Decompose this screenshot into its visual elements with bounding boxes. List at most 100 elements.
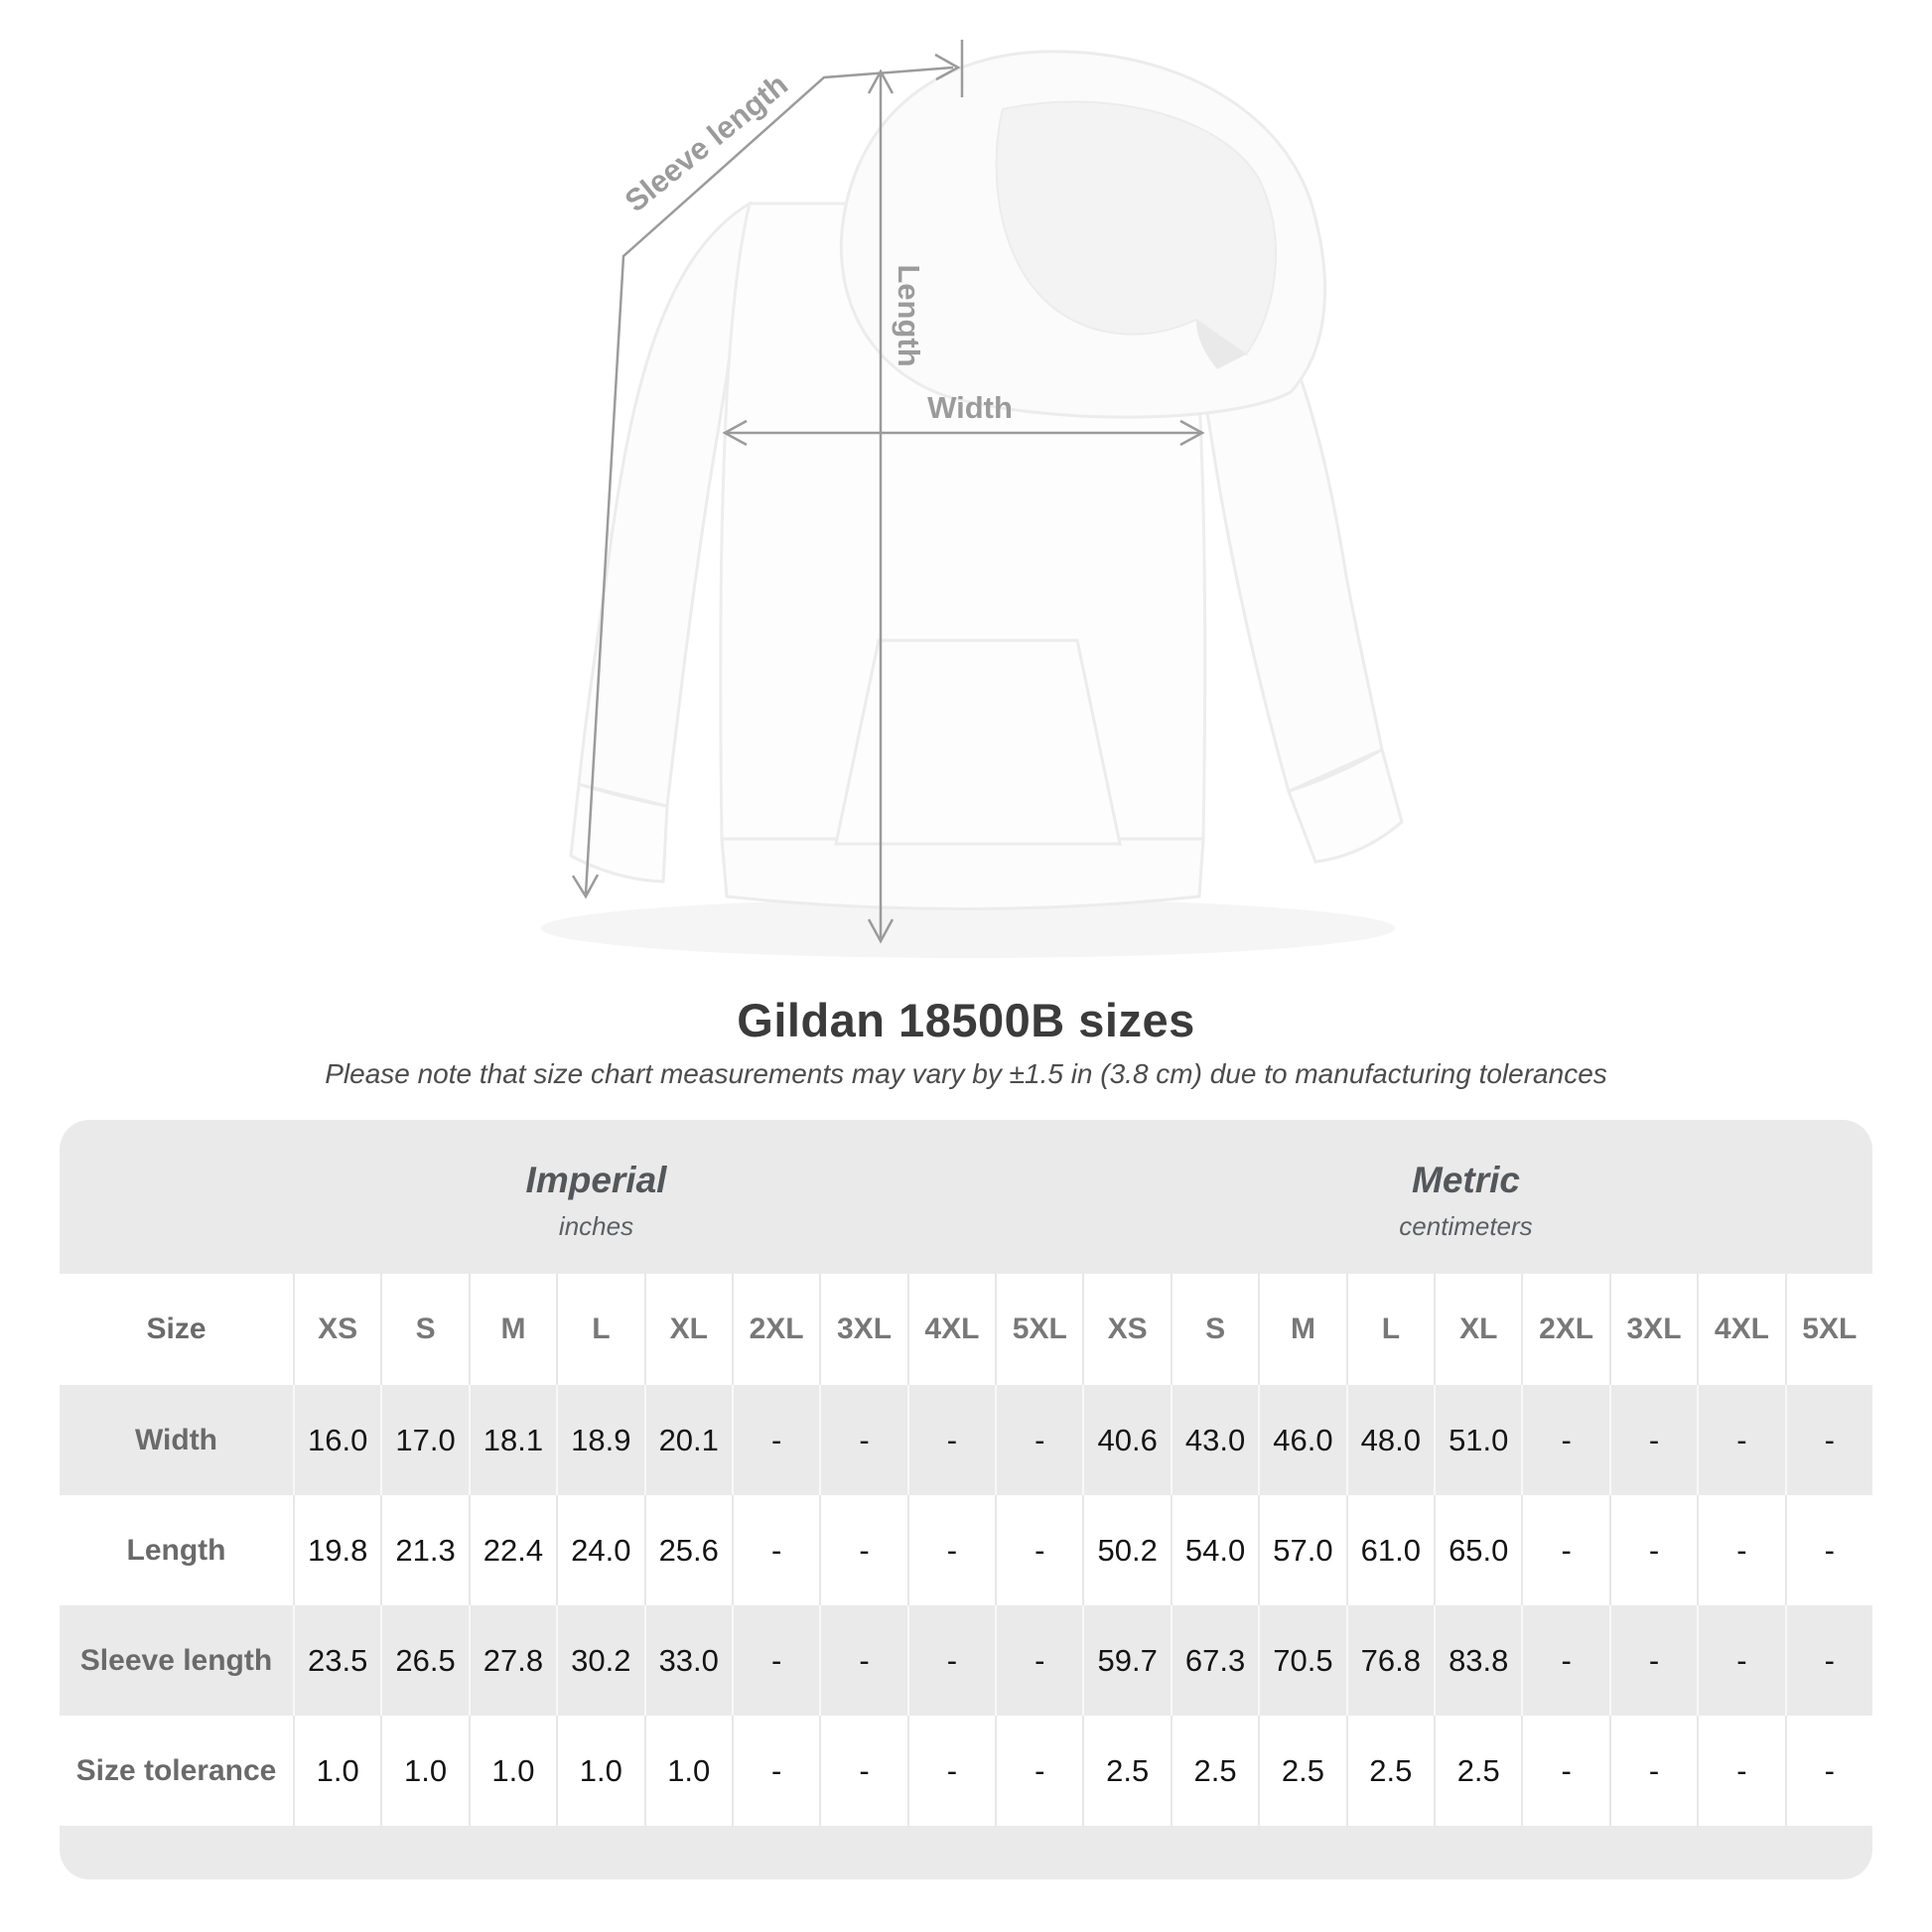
table-cell: 23.5 bbox=[293, 1605, 380, 1716]
size-header: M bbox=[468, 1274, 556, 1385]
table-cell: 18.1 bbox=[468, 1385, 556, 1495]
size-header: M bbox=[1258, 1274, 1345, 1385]
table-cell: - bbox=[906, 1385, 995, 1495]
table-cell: - bbox=[1697, 1716, 1784, 1826]
width-label: Width bbox=[927, 390, 1013, 425]
table-cell: 19.8 bbox=[293, 1495, 380, 1605]
imperial-title: Imperial bbox=[525, 1160, 667, 1200]
size-header: XS bbox=[293, 1274, 380, 1385]
table-cell: 50.2 bbox=[1082, 1495, 1170, 1605]
table-row-width: Width 16.0 17.0 18.1 18.9 20.1 - - - - 4… bbox=[60, 1385, 1872, 1495]
size-header: 3XL bbox=[819, 1274, 906, 1385]
table-row-size-tolerance: Size tolerance 1.0 1.0 1.0 1.0 1.0 - - -… bbox=[60, 1716, 1872, 1826]
table-cell: 2.5 bbox=[1258, 1716, 1345, 1826]
table-cell: - bbox=[1608, 1605, 1697, 1716]
table-cell: 2.5 bbox=[1082, 1716, 1170, 1826]
metric-title: Metric bbox=[1412, 1160, 1520, 1200]
size-header: S bbox=[380, 1274, 468, 1385]
table-cell: 24.0 bbox=[556, 1495, 643, 1605]
table-cell: 48.0 bbox=[1345, 1385, 1434, 1495]
table-cell: 1.0 bbox=[380, 1716, 468, 1826]
table-cell: 54.0 bbox=[1170, 1495, 1258, 1605]
hood-opening-notch bbox=[1196, 320, 1246, 369]
size-header: 2XL bbox=[731, 1274, 819, 1385]
table-cell: 70.5 bbox=[1258, 1605, 1345, 1716]
size-header: XS bbox=[1082, 1274, 1170, 1385]
table-cell: - bbox=[1784, 1716, 1872, 1826]
page-title: Gildan 18500B sizes bbox=[737, 994, 1195, 1046]
hoodie-left-sleeve bbox=[577, 201, 752, 808]
table-cell: 83.8 bbox=[1434, 1605, 1521, 1716]
sleeve-length-line bbox=[571, 40, 964, 899]
table-cell: - bbox=[731, 1716, 819, 1826]
table-cell: 27.8 bbox=[468, 1605, 556, 1716]
size-header: L bbox=[1345, 1274, 1434, 1385]
table-cell: 17.0 bbox=[380, 1385, 468, 1495]
hoodie-shadow bbox=[541, 898, 1395, 958]
row-label: Length bbox=[126, 1533, 226, 1567]
table-header-row: Size XS S M L XL 2XL 3XL 4XL 5XL XS S M … bbox=[60, 1274, 1872, 1385]
tolerance-note: Please note that size chart measurements… bbox=[325, 1058, 1607, 1089]
size-header: 5XL bbox=[1784, 1274, 1872, 1385]
size-header: 4XL bbox=[1697, 1274, 1784, 1385]
size-header: XL bbox=[1434, 1274, 1521, 1385]
hoodie-left-cuff bbox=[569, 782, 669, 884]
table-cell: - bbox=[819, 1716, 906, 1826]
hoodie-hem bbox=[720, 837, 1205, 910]
table-cell: - bbox=[1608, 1385, 1697, 1495]
table-cell: 1.0 bbox=[556, 1716, 643, 1826]
table-cell: 1.0 bbox=[468, 1716, 556, 1826]
table-cell: 33.0 bbox=[643, 1605, 732, 1716]
table-cell: 61.0 bbox=[1345, 1495, 1434, 1605]
table-cell: - bbox=[819, 1495, 906, 1605]
table-cell: 57.0 bbox=[1258, 1495, 1345, 1605]
hoodie-size-diagram: Sleeve length Length Width bbox=[541, 40, 1404, 958]
table-cell: - bbox=[995, 1495, 1082, 1605]
table-row-length: Length 19.8 21.3 22.4 24.0 25.6 - - - - … bbox=[60, 1495, 1872, 1605]
table-cell: - bbox=[1784, 1605, 1872, 1716]
table-cell: 21.3 bbox=[380, 1495, 468, 1605]
table-cell: 51.0 bbox=[1434, 1385, 1521, 1495]
row-label: Size tolerance bbox=[75, 1753, 277, 1787]
length-label: Length bbox=[892, 264, 926, 366]
table-cell: - bbox=[1784, 1495, 1872, 1605]
table-cell: - bbox=[1521, 1605, 1608, 1716]
table-cell: - bbox=[731, 1605, 819, 1716]
table-cell: - bbox=[731, 1385, 819, 1495]
table-cell: 1.0 bbox=[293, 1716, 380, 1826]
table-cell: 67.3 bbox=[1170, 1605, 1258, 1716]
table-row-sleeve-length: Sleeve length 23.5 26.5 27.8 30.2 33.0 -… bbox=[60, 1605, 1872, 1716]
table-cell: - bbox=[1521, 1385, 1608, 1495]
table-cell: - bbox=[1608, 1495, 1697, 1605]
metric-unit: centimeters bbox=[1399, 1211, 1533, 1241]
table-cell: - bbox=[1697, 1385, 1784, 1495]
table-cell: 22.4 bbox=[468, 1495, 556, 1605]
table-cell: - bbox=[906, 1495, 995, 1605]
table-cell: 2.5 bbox=[1434, 1716, 1521, 1826]
table-cell: - bbox=[1697, 1495, 1784, 1605]
row-label: Width bbox=[134, 1423, 218, 1456]
table-cell: - bbox=[995, 1385, 1082, 1495]
length-arrow bbox=[867, 69, 895, 944]
table-cell: 76.8 bbox=[1345, 1605, 1434, 1716]
table-cell: 16.0 bbox=[293, 1385, 380, 1495]
table-cell: 65.0 bbox=[1434, 1495, 1521, 1605]
table-cell: 30.2 bbox=[556, 1605, 643, 1716]
imperial-section: Imperial inches bbox=[84, 1120, 1108, 1274]
table-cell: 40.6 bbox=[1082, 1385, 1170, 1495]
size-header: XL bbox=[643, 1274, 732, 1385]
size-column-header: Size bbox=[146, 1312, 207, 1345]
table-cell: 20.1 bbox=[643, 1385, 732, 1495]
size-header: 5XL bbox=[995, 1274, 1082, 1385]
table-cell: - bbox=[819, 1385, 906, 1495]
table-cell: - bbox=[1697, 1605, 1784, 1716]
table-cell: - bbox=[1521, 1716, 1608, 1826]
table-cell: 46.0 bbox=[1258, 1385, 1345, 1495]
size-header: S bbox=[1170, 1274, 1258, 1385]
table-cell: 18.9 bbox=[556, 1385, 643, 1495]
sleeve-length-label: Sleeve length bbox=[619, 67, 794, 218]
table-cell: 59.7 bbox=[1082, 1605, 1170, 1716]
table-cell: 2.5 bbox=[1345, 1716, 1434, 1826]
imperial-unit: inches bbox=[558, 1211, 634, 1241]
